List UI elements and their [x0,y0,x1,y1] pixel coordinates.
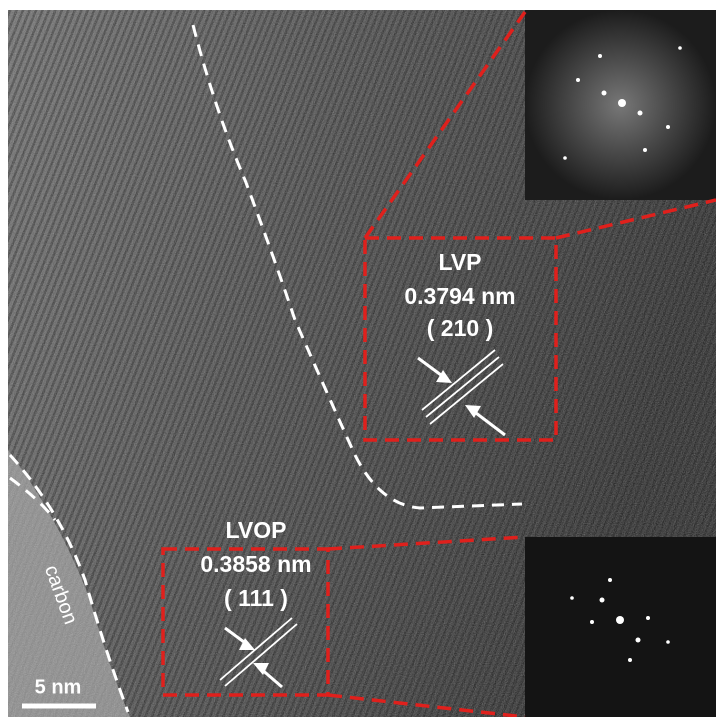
d-spacing: 0.3858 nm [200,551,311,577]
scale-bar-label: 5 nm [35,676,82,698]
plane-index: ( 111 ) [224,585,288,611]
fft-inset [525,537,716,717]
micrograph-figure: LVP 0.3794 nm ( 210 ) LVOP 0.3858 nm ( 1… [0,0,716,717]
plane-index: ( 210 ) [427,315,493,341]
phase-label: LVOP [226,517,287,543]
phase-label: LVP [438,249,481,275]
d-spacing: 0.3794 nm [404,283,515,309]
